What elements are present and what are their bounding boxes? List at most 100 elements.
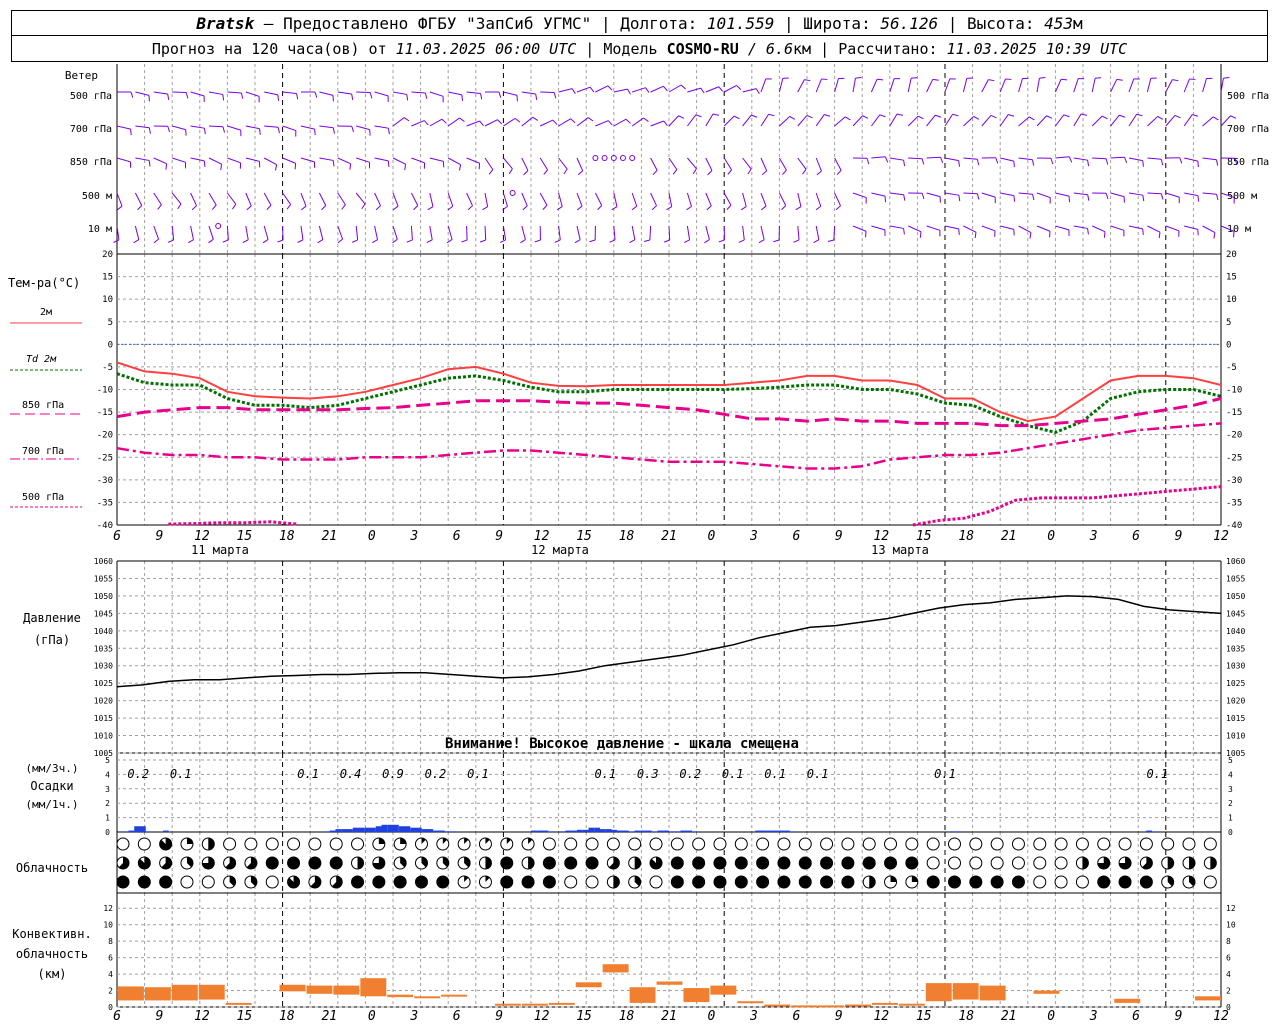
wind-barb-feather <box>480 93 483 100</box>
wind-barb <box>1184 192 1199 197</box>
header-sep: | <box>576 39 604 58</box>
cloud-symbol-high <box>905 837 919 851</box>
wind-barb-feather <box>761 170 768 176</box>
wind-barb-feather <box>532 116 538 121</box>
wind-barb <box>889 225 904 229</box>
calc-time: 11.03.2025 10:39 UTC <box>946 39 1128 58</box>
cloud-fill <box>927 876 940 888</box>
wind-barb <box>1128 192 1143 196</box>
pressure-warning: Внимание! Высокое давление - шкала смеще… <box>445 736 799 752</box>
precip-bar <box>755 830 761 832</box>
cloud-symbol-mid <box>926 856 940 870</box>
wind-barb <box>926 79 934 93</box>
wind-barb <box>171 225 175 240</box>
cloud-symbol-low <box>564 875 578 889</box>
pressure-ytick-left: 1050 <box>94 592 113 601</box>
wind-level-500m: 500 м <box>82 191 112 202</box>
wind-barb-feather <box>921 158 925 165</box>
wind-barb <box>908 157 923 160</box>
wind-barb <box>227 192 237 205</box>
wind-barb <box>429 157 444 162</box>
wind-barb <box>190 91 205 97</box>
wind-barb <box>429 118 443 127</box>
cloud-fill <box>1167 857 1174 869</box>
precip-bar <box>128 830 135 832</box>
header-forecast-bar: Прогноз на 120 часа(ов) от 11.03.2025 06… <box>11 36 1268 62</box>
cloud-fill <box>735 857 748 869</box>
precip-bar <box>617 830 623 832</box>
wind-barb <box>245 225 249 240</box>
cloud-symbol-high <box>1097 837 1111 851</box>
hour-label-top: 18 <box>958 529 974 544</box>
wind-barb <box>374 192 381 206</box>
cloud-fill <box>500 876 513 888</box>
pressure-ytick-right: 1010 <box>1226 732 1245 741</box>
pressure-ytick-left: 1045 <box>94 609 113 618</box>
wind-barb <box>1202 157 1217 161</box>
wind-barb-feather <box>700 87 705 94</box>
wind-barb-feather <box>203 128 206 135</box>
cloud-fill <box>500 857 513 869</box>
cloud-fill <box>159 876 172 888</box>
wind-barb <box>466 192 473 206</box>
conv-bar <box>871 1002 898 1005</box>
wind-barb-feather <box>222 94 225 101</box>
wind-barb-feather <box>896 113 903 116</box>
wind-barb <box>355 192 366 205</box>
precip-3h-label: 0.1 <box>807 767 829 781</box>
precip-bar <box>341 829 347 832</box>
hour-label-top: 6 <box>113 529 121 544</box>
precip-ytick-right: 1 <box>1228 814 1233 823</box>
wind-barb <box>852 192 867 199</box>
precip-3h-label: 0.1 <box>297 767 319 781</box>
hour-label-top: 21 <box>661 529 677 544</box>
wind-barb <box>410 192 419 206</box>
wind-barb-feather <box>498 91 502 98</box>
wind-barb-feather <box>570 118 576 124</box>
wind-barb <box>558 88 573 93</box>
wind-barb-feather <box>222 239 229 243</box>
wind-barb <box>1018 157 1033 161</box>
precip-3h-label: 0.1 <box>467 767 489 781</box>
cloud-fill <box>1167 876 1174 887</box>
hour-label-top: 3 <box>409 529 418 544</box>
conv-ytick-right: 4 <box>1226 970 1231 979</box>
cloud-fill <box>378 838 385 844</box>
wind-barb-feather <box>919 231 922 238</box>
cloud-fill <box>118 857 130 870</box>
wind-barb-feather <box>1142 228 1144 235</box>
wind-barb-feather <box>718 239 725 243</box>
wind-barb <box>815 225 820 240</box>
wind-barb <box>1128 78 1135 93</box>
wind-barb <box>686 192 692 207</box>
wind-barb <box>1165 79 1173 93</box>
temp-ytick-left: 5 <box>108 318 113 328</box>
wind-barb <box>668 157 678 170</box>
wind-barb-feather <box>461 94 464 101</box>
wind-barb-feather <box>413 205 419 211</box>
precip-ytick-left: 2 <box>105 799 110 808</box>
wind-barb-feather <box>589 239 596 243</box>
precip-bar <box>444 831 451 832</box>
legend-t500-label: 500 гПа <box>22 492 64 503</box>
wind-barb-feather <box>1213 232 1216 239</box>
precip-ytick-left: 1 <box>105 814 110 823</box>
wind-barb <box>263 192 272 206</box>
wind-calm-mark <box>601 155 608 161</box>
wind-barb <box>668 225 671 241</box>
wind-calm-mark <box>592 155 599 161</box>
hour-label-bottom: 18 <box>619 1009 635 1024</box>
wind-barb <box>1202 192 1217 195</box>
wind-barb <box>1091 78 1096 93</box>
hour-label-bottom: 15 <box>237 1009 253 1024</box>
precip-bar <box>439 830 445 832</box>
precip-bar <box>410 827 416 832</box>
pressure-ytick-right: 1030 <box>1226 662 1245 671</box>
precip-bar <box>335 829 342 832</box>
wind-barb-feather <box>574 239 581 244</box>
cloud-fill <box>138 876 151 888</box>
wind-barb <box>190 125 205 129</box>
wind-barb-feather <box>520 239 526 244</box>
wind-barb-feather <box>369 92 373 99</box>
wind-barb-feather <box>1068 156 1073 163</box>
